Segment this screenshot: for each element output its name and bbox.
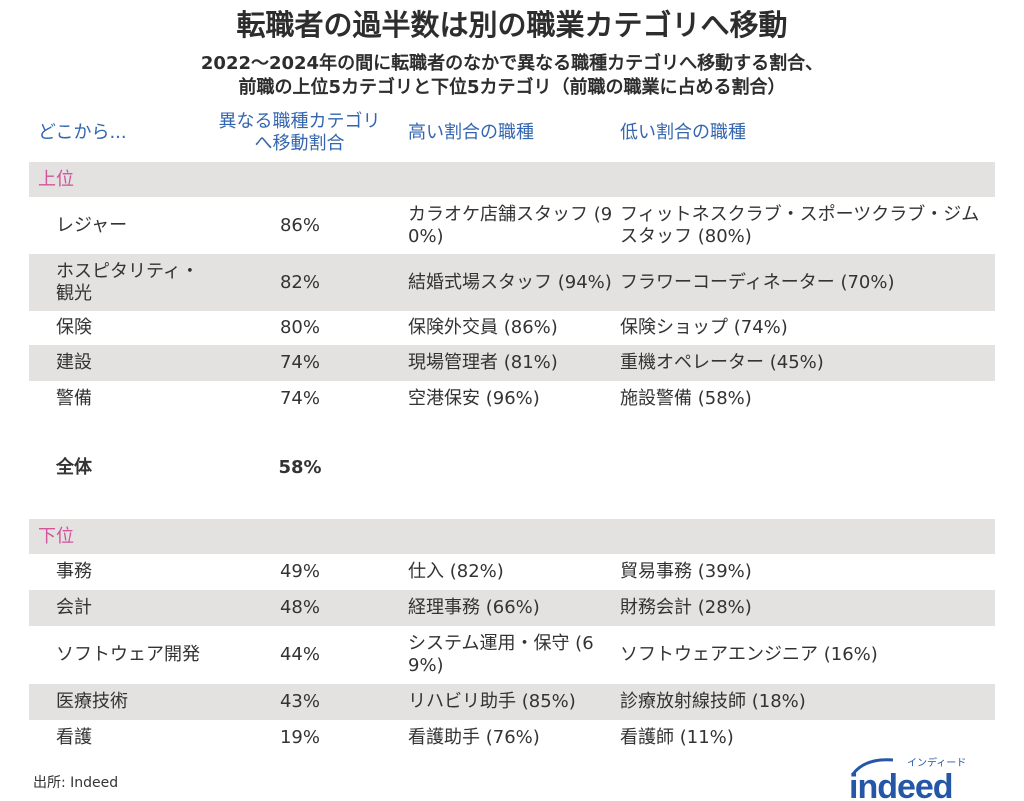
cell-share: 48% [279,597,320,618]
cell-from: 医療技術 [56,691,128,712]
header-high: 高い割合の職種 [408,122,534,143]
subtitle-line: 2022〜2024年の間に転職者のなかで異なる職種カテゴリへ移動する割合、 [200,53,824,74]
indeed-logo: インディード indeed [849,756,966,800]
cell-from: 建設 [56,352,92,373]
table-row: 建設 74% 現場管理者 (81%) 重機オペレーター (45%) [29,345,995,381]
cell-low: ソフトウェアエンジニア (16%) [620,644,878,665]
cell-from: 事務 [56,561,92,582]
overall-row: 全体 58% [29,450,995,486]
table-row: ソフトウェア開発 44% システム運用・保守 (69%) ソフトウェアエンジニア (1… [29,626,995,684]
overall-label: 全体 [56,457,92,478]
table-row: 会計 48% 経理事務 (66%) 財務会計 (28%) [29,590,995,626]
overall-value: 58% [278,457,322,478]
cell-low: 貿易事務 (39%) [620,561,752,582]
cell-low: 看護師 (11%) [620,727,734,748]
cell-share: 19% [279,727,320,748]
cell-high: 保険外交員 (86%) [408,317,558,338]
cell-low: フィットネスクラブ・スポーツクラブ・ジムスタッフ (80%) [620,203,980,247]
cell-from: レジャー [56,214,128,236]
subtitle-line: 前職の上位5カテゴリと下位5カテゴリ（前職の職業に占める割合） [238,77,786,98]
cell-share: 80% [279,317,320,338]
svg-text:indeed: indeed [849,768,953,800]
cell-share: 86% [279,214,320,236]
cell-share: 74% [279,388,320,409]
section-row: 下位 [29,519,995,554]
cell-high: カラオケ店舗スタッフ (90%) [408,203,613,247]
section-label: 下位 [38,525,74,547]
cell-from: ホスピタリティ・観光 [56,260,199,304]
cell-from: 会計 [56,597,92,618]
cell-share: 44% [279,644,320,665]
cell-low: 施設警備 (58%) [620,388,752,409]
cell-share: 43% [279,691,320,712]
table-row: 事務 49% 仕入 (82%) 貿易事務 (39%) [29,554,995,590]
cell-high: 現場管理者 (81%) [408,352,558,373]
cell-share: 74% [279,352,320,373]
section-label: 上位 [38,168,74,190]
cell-low: 重機オペレーター (45%) [620,352,824,373]
cell-high: 看護助手 (76%) [408,727,540,748]
header-from: どこから... [38,122,127,143]
table-row: ホスピタリティ・観光 82% 結婚式場スタッフ (94%) フラワーコーディネーター … [29,254,995,311]
cell-high: 仕入 (82%) [408,561,504,582]
header-share: 異なる職種カテゴリへ移動割合 [218,111,381,154]
cell-low: 診療放射線技師 (18%) [620,691,806,712]
table-body: 上位レジャー 86% カラオケ店舗スタッフ (90%) フィットネスクラブ・スポーツク… [29,162,995,756]
cell-share: 82% [279,271,320,293]
cell-high: 経理事務 (66%) [408,597,540,618]
cell-low: 財務会計 (28%) [620,597,752,618]
title: 転職者の過半数は別の職業カテゴリへ移動 [236,8,788,42]
cell-high: リハビリ助手 (85%) [408,691,576,712]
svg-text:インディード: インディード [907,756,966,769]
table-row: レジャー 86% カラオケ店舗スタッフ (90%) フィットネスクラブ・スポーツクラブ… [29,197,995,254]
cell-from: 看護 [56,727,92,748]
cell-low: 保険ショップ (74%) [620,317,788,338]
subtitle: 2022〜2024年の間に転職者のなかで異なる職種カテゴリへ移動する割合、 前職の… [0,52,1024,100]
cell-from: 警備 [56,388,92,409]
header-low: 低い割合の職種 [620,122,746,143]
table-row: 看護 19% 看護助手 (76%) 看護師 (11%) [29,720,995,756]
cell-high: 結婚式場スタッフ (94%) [408,271,612,293]
source: 出所: Indeed [33,775,119,791]
cell-low: フラワーコーディネーター (70%) [620,271,895,293]
cell-share: 49% [279,561,320,582]
cell-from: ソフトウェア開発 [56,644,200,665]
cell-from: 保険 [56,317,92,338]
section-row: 上位 [29,162,995,197]
table-row: 保険 80% 保険外交員 (86%) 保険ショップ (74%) [29,311,995,345]
cell-high: 空港保安 (96%) [408,388,540,409]
table-row: 警備 74% 空港保安 (96%) 施設警備 (58%) [29,381,995,417]
cell-high: システム運用・保守 (69%) [408,633,594,676]
table-row: 医療技術 43% リハビリ助手 (85%) 診療放射線技師 (18%) [29,684,995,720]
